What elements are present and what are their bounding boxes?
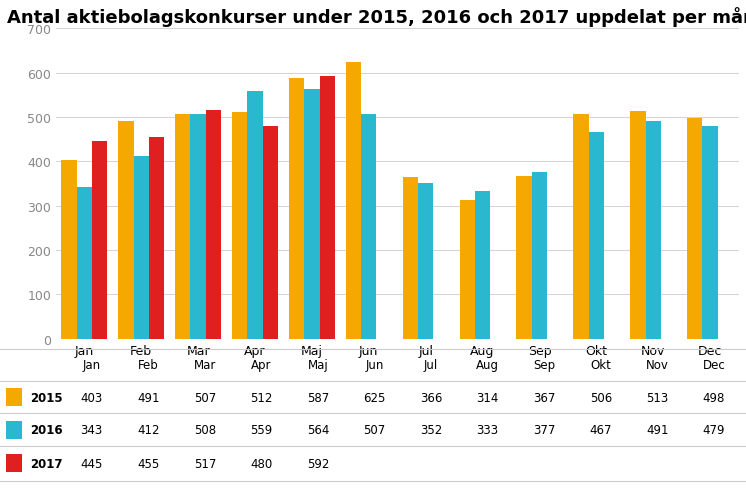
Text: Nov: Nov — [646, 359, 669, 372]
Text: 455: 455 — [137, 457, 160, 470]
Bar — [573, 115, 589, 339]
Bar — [403, 177, 418, 339]
Text: 2015: 2015 — [30, 391, 63, 404]
Text: Apr: Apr — [251, 359, 272, 372]
Text: Okt: Okt — [590, 359, 611, 372]
Text: 517: 517 — [194, 457, 216, 470]
Text: 333: 333 — [477, 424, 499, 436]
Bar — [61, 161, 77, 339]
Text: 512: 512 — [250, 391, 272, 404]
Text: 513: 513 — [646, 391, 668, 404]
Bar — [418, 183, 433, 339]
Text: 2017: 2017 — [30, 457, 63, 470]
Bar — [532, 172, 547, 339]
Bar — [118, 122, 134, 339]
Bar — [206, 110, 222, 339]
Bar — [345, 62, 361, 339]
Text: 587: 587 — [307, 391, 329, 404]
Text: Mar: Mar — [194, 359, 216, 372]
Bar — [175, 115, 190, 339]
Text: Sep: Sep — [533, 359, 555, 372]
Text: 352: 352 — [420, 424, 442, 436]
FancyBboxPatch shape — [6, 388, 22, 406]
Bar — [645, 122, 661, 339]
Text: 445: 445 — [81, 457, 103, 470]
Bar — [516, 177, 532, 339]
Bar — [92, 142, 107, 339]
Bar — [263, 127, 278, 339]
Text: Antal aktiebolagskonkurser under 2015, 2016 och 2017 uppdelat per månad:: Antal aktiebolagskonkurser under 2015, 2… — [7, 7, 746, 27]
Bar — [589, 132, 604, 339]
Bar — [190, 114, 206, 339]
Text: 491: 491 — [137, 391, 160, 404]
Text: 480: 480 — [251, 457, 272, 470]
Bar — [232, 113, 248, 339]
Text: 625: 625 — [363, 391, 386, 404]
Text: Jan: Jan — [83, 359, 101, 372]
Text: 314: 314 — [477, 391, 499, 404]
Text: 377: 377 — [533, 424, 556, 436]
Bar — [248, 92, 263, 339]
Text: Maj: Maj — [307, 359, 328, 372]
Text: Aug: Aug — [476, 359, 499, 372]
Bar — [475, 192, 490, 339]
Text: 412: 412 — [137, 424, 160, 436]
Bar — [319, 77, 335, 339]
Text: 559: 559 — [251, 424, 272, 436]
Text: 403: 403 — [81, 391, 103, 404]
Text: 508: 508 — [194, 424, 216, 436]
Text: Jul: Jul — [424, 359, 438, 372]
Text: 343: 343 — [81, 424, 103, 436]
FancyBboxPatch shape — [6, 421, 22, 439]
Text: 592: 592 — [307, 457, 329, 470]
FancyBboxPatch shape — [6, 454, 22, 472]
Text: 506: 506 — [590, 391, 612, 404]
Text: 507: 507 — [194, 391, 216, 404]
Text: Feb: Feb — [138, 359, 159, 372]
Text: Jun: Jun — [366, 359, 383, 372]
Bar — [289, 80, 304, 339]
Text: 507: 507 — [363, 424, 386, 436]
Text: 366: 366 — [420, 391, 442, 404]
Text: 367: 367 — [533, 391, 556, 404]
Bar — [630, 112, 645, 339]
Text: 491: 491 — [646, 424, 668, 436]
Bar — [687, 119, 703, 339]
Bar — [703, 127, 718, 339]
Text: 479: 479 — [703, 424, 725, 436]
Text: 564: 564 — [307, 424, 329, 436]
Text: 2016: 2016 — [30, 424, 63, 436]
Text: 467: 467 — [589, 424, 612, 436]
Bar — [134, 157, 149, 339]
Bar — [460, 200, 475, 339]
Text: 498: 498 — [703, 391, 725, 404]
Bar — [304, 89, 319, 339]
Text: Dec: Dec — [703, 359, 725, 372]
Bar — [77, 187, 92, 339]
Bar — [361, 115, 377, 339]
Bar — [149, 138, 164, 339]
